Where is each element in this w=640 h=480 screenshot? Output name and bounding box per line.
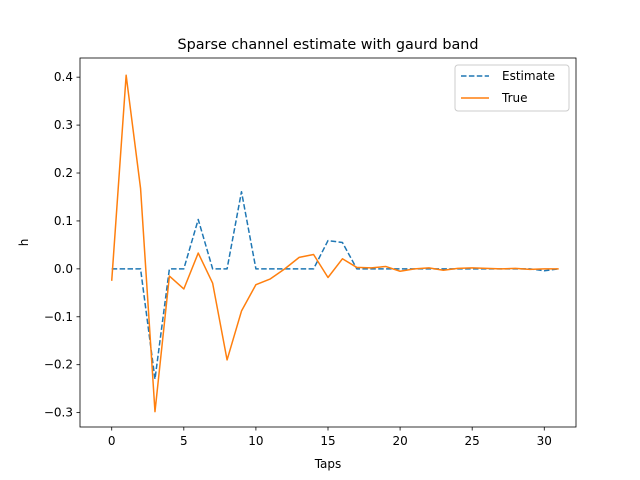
x-tick-label: 5 <box>180 434 188 448</box>
x-tick-label: 20 <box>392 434 407 448</box>
x-tick-label: 30 <box>537 434 552 448</box>
legend-box <box>454 64 570 112</box>
chart-title: Sparse channel estimate with gaurd band <box>177 37 478 53</box>
y-tick-label: 0.0 <box>54 262 73 276</box>
y-tick-label: −0.1 <box>44 310 73 324</box>
y-tick-label: 0.1 <box>54 214 73 228</box>
axes-background <box>80 58 576 427</box>
plot-area <box>80 58 576 427</box>
x-tick-label: 0 <box>108 434 116 448</box>
legend-label-true: True <box>501 91 528 105</box>
series-line-true <box>110 74 559 413</box>
y-axis-title: h <box>17 239 31 247</box>
y-tick-label: 0.2 <box>54 166 73 180</box>
x-tick-label: 15 <box>320 434 335 448</box>
legend-label-estimate: Estimate <box>502 69 555 83</box>
legend: Estimate True <box>454 64 570 112</box>
y-tick-label: 0.4 <box>54 70 73 84</box>
axes-layer: 0 5 10 15 20 25 30 −0.3 −0.2 −0.1 0.0 0.1 0.2 0.3 0.4 <box>44 57 577 448</box>
y-tick-label: −0.2 <box>44 358 73 372</box>
y-tick-label: −0.3 <box>44 406 73 420</box>
y-tick-label: 0.3 <box>54 118 73 132</box>
series-layer <box>110 74 559 413</box>
x-axis-title: Taps <box>314 457 342 471</box>
x-tick-label: 25 <box>465 434 480 448</box>
x-tick-label: 10 <box>248 434 263 448</box>
